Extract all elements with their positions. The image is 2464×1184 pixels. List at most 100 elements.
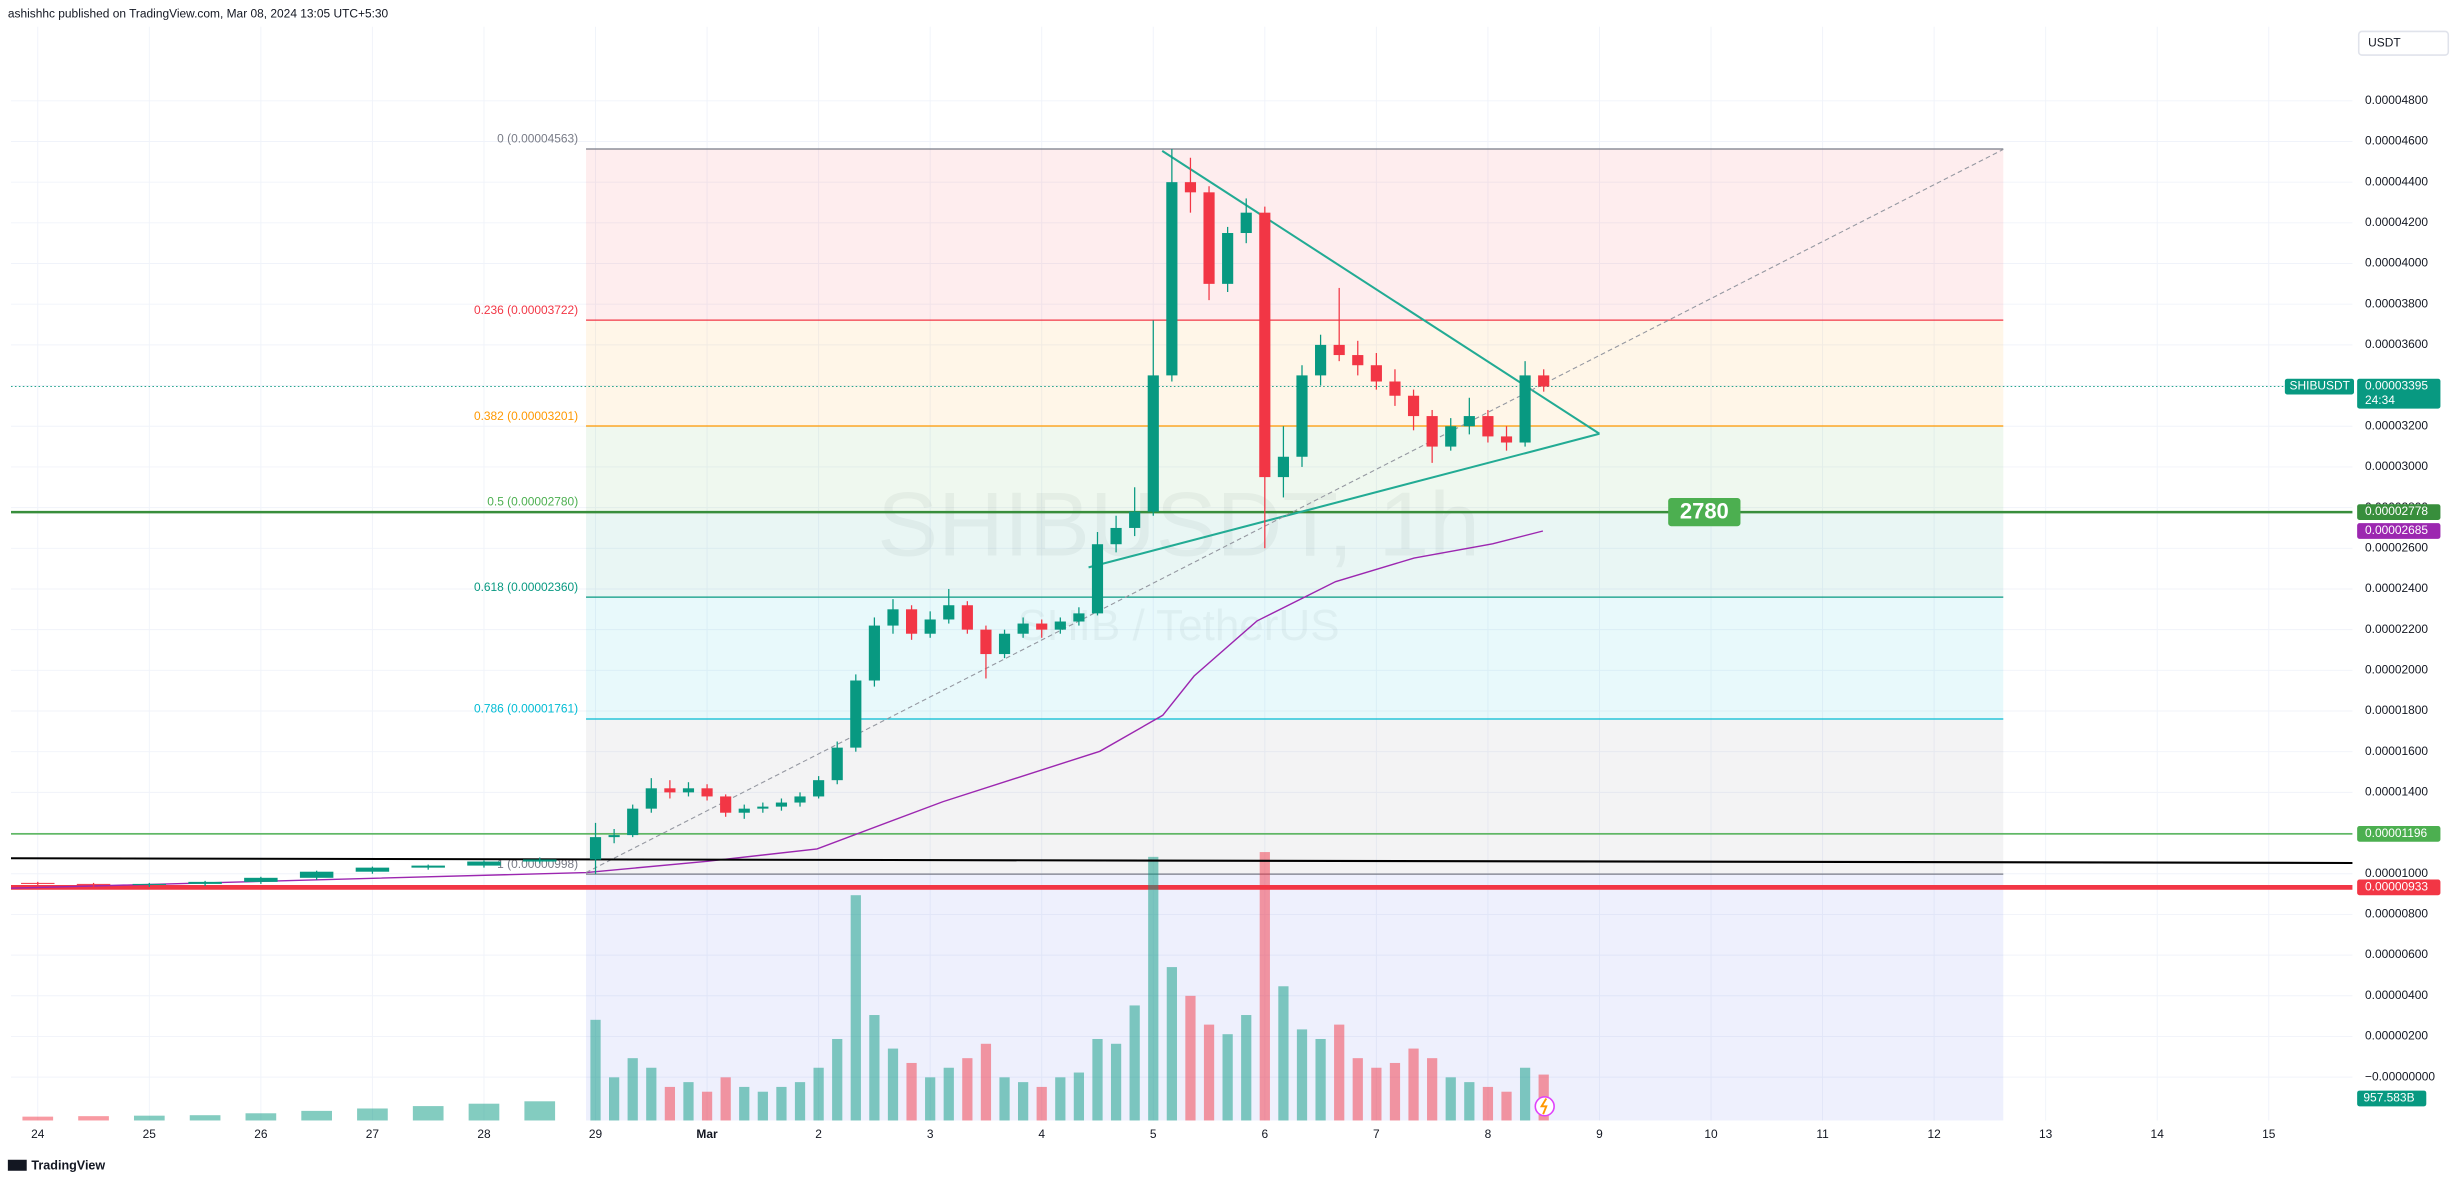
volume-bar — [776, 1086, 787, 1121]
volume-bar — [1055, 1077, 1066, 1121]
volume-bar — [1203, 1024, 1215, 1121]
volume-bar — [1222, 1034, 1233, 1121]
volume-bar — [1036, 1086, 1047, 1121]
volume-bar — [832, 1038, 843, 1121]
candle-body — [664, 788, 676, 793]
volume-bar — [1389, 1062, 1401, 1121]
candle-body — [1426, 416, 1438, 447]
candle-body — [813, 780, 825, 797]
candle-body — [589, 837, 602, 860]
annotation-box — [1668, 497, 1741, 527]
candle-body — [627, 808, 639, 836]
volume-bar — [627, 1058, 638, 1121]
y-tick-label: 0.00002200 — [2365, 622, 2428, 636]
candle-body — [831, 747, 843, 781]
fib-zone — [586, 149, 2004, 321]
watermark-desc: SHIB / TetherUS — [1018, 601, 1340, 650]
y-tick-label: 0.00004600 — [2365, 134, 2428, 148]
candle-body — [523, 859, 557, 862]
y-tick-label: 0.00000400 — [2365, 988, 2428, 1002]
volume-bar — [1185, 995, 1196, 1121]
volume-badge-label: 957.583B — [2363, 1091, 2414, 1105]
x-tick-label: 14 — [2151, 1127, 2165, 1141]
x-tick-label: 24 — [31, 1127, 45, 1141]
volume-bar — [1073, 1072, 1085, 1121]
volume-bar — [1092, 1038, 1103, 1121]
y-tick-label: 0.00001800 — [2365, 703, 2428, 717]
x-tick-label: 9 — [1596, 1127, 1603, 1141]
candle-body — [720, 796, 732, 813]
fib-zone — [586, 426, 2004, 512]
volume-bar — [22, 1116, 54, 1121]
candle-body — [775, 802, 788, 807]
candle-body — [1407, 395, 1420, 417]
candle-body — [850, 680, 862, 748]
volume-bar — [1278, 986, 1289, 1121]
x-tick-label: 3 — [927, 1127, 934, 1141]
x-tick-label: 8 — [1485, 1127, 1492, 1141]
price-badge-label: 0.00002685 — [2365, 523, 2428, 537]
current-price-badge — [2357, 378, 2441, 409]
volume-bar — [1334, 1024, 1345, 1121]
x-tick-label: 15 — [2262, 1127, 2276, 1141]
trendline — [585, 148, 2004, 874]
fib-zone — [586, 320, 2004, 427]
candle-body — [1277, 456, 1289, 478]
x-tick-label: 11 — [1816, 1127, 1829, 1141]
volume-bar — [1408, 1048, 1419, 1121]
candle-body — [1315, 344, 1327, 376]
candle-body — [701, 788, 713, 797]
candle-body — [188, 881, 222, 884]
y-tick-label: 0.00002600 — [2365, 540, 2428, 554]
volume-bar — [720, 1077, 731, 1121]
candle-body — [645, 788, 657, 809]
candle-body — [1091, 544, 1104, 614]
candle-body — [943, 605, 955, 620]
volume-bar — [1371, 1067, 1382, 1121]
volume-bar — [850, 895, 861, 1121]
price-badge-label: 0.00000933 — [2365, 880, 2428, 894]
candle-body — [682, 788, 695, 793]
volume-bar — [1166, 967, 1177, 1121]
volume-bar — [739, 1086, 750, 1121]
volume-bar — [1129, 1005, 1140, 1121]
price-badge — [2357, 879, 2441, 896]
volume-bar — [664, 1086, 676, 1121]
volume-bar — [609, 1077, 620, 1121]
volume-badge — [2357, 1090, 2427, 1107]
trendline — [1088, 432, 1600, 569]
candle-body — [1389, 381, 1401, 396]
volume-bar — [999, 1077, 1010, 1121]
candle-body — [1203, 192, 1215, 284]
countdown: 24:34 — [2365, 393, 2395, 407]
candle-body — [1296, 375, 1308, 457]
volume-bar — [357, 1108, 388, 1121]
candle-body — [1166, 182, 1178, 376]
volume-bar — [943, 1067, 954, 1121]
candle-body — [1445, 426, 1457, 447]
candle-body — [924, 619, 936, 634]
x-tick-label: 12 — [1927, 1127, 1941, 1141]
currency-box[interactable] — [2357, 30, 2450, 56]
annotation-text: 2780 — [1680, 499, 1729, 524]
volume-bar — [980, 1043, 992, 1121]
candle-body — [1017, 623, 1029, 634]
candle-body — [411, 865, 445, 868]
x-tick-label: 10 — [1704, 1127, 1718, 1141]
y-tick-label: 0.00004400 — [2365, 174, 2428, 188]
candle-body — [467, 861, 501, 866]
volume-bar — [1296, 1029, 1308, 1121]
volume-bar — [701, 1091, 713, 1121]
x-tick-label: 29 — [589, 1127, 603, 1141]
candle-body — [905, 609, 918, 634]
candle-body — [961, 605, 973, 630]
candle-body — [887, 609, 899, 626]
volume-bar — [1445, 1077, 1456, 1121]
price-badge — [2357, 504, 2441, 520]
volume-bar — [887, 1048, 899, 1121]
volume-bar — [1259, 852, 1270, 1121]
trendline — [10, 857, 2353, 864]
candle-body — [76, 883, 111, 885]
volume-bar — [301, 1110, 332, 1121]
y-tick-label: 0.00003200 — [2365, 418, 2428, 432]
